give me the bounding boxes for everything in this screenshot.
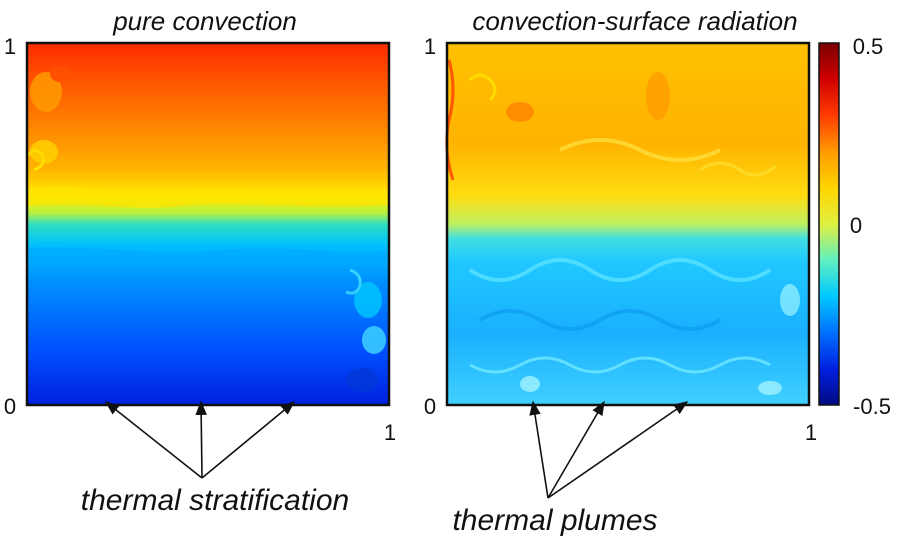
colorbar-max-label: 0.5 [853,34,884,59]
plot-frame [445,41,811,407]
panel-title: pure convection [112,6,297,36]
y-axis-min-label: 0 [4,394,16,419]
hot-wall-vortices [26,66,70,172]
temperature-field [447,43,809,405]
y-axis-max-label: 1 [424,34,436,59]
y-axis-max-label: 1 [4,34,16,59]
annotation-thermal-plumes: thermal plumes [452,504,657,537]
annotation-thermal-stratification: thermal stratification [81,484,349,517]
y-axis-min-label: 0 [424,394,436,419]
colorbar-min-label: -0.5 [853,394,891,419]
warm-plume-structures [468,72,777,177]
colorbar: 0.5 0 -0.5 [818,34,891,419]
stratification-layer [27,186,389,208]
arrow [547,401,689,499]
panel-title: convection-surface radiation [472,6,797,36]
colorbar-mid-label: 0 [850,213,862,238]
temperature-field [27,43,389,405]
cold-plume-structures [468,258,800,395]
arrow [195,400,207,479]
x-axis-max-label: 1 [384,420,396,445]
arrow [547,400,605,499]
arrow [201,401,296,479]
plot-frame [25,41,391,407]
arrow [104,401,203,479]
stratification-layer [27,247,389,264]
panel-convection-surface-radiation: convection-surface radiation 1 0 1 [424,6,817,445]
panel-pure-convection: pure convection 1 0 1 [4,6,396,445]
cold-wall-vortices [345,268,386,392]
arrow [529,400,549,499]
plume-arrows [529,400,689,499]
colorbar-scale [818,42,840,406]
hot-wall-boundary-layer [445,59,455,181]
x-axis-max-label: 1 [805,420,817,445]
stratification-arrows [104,400,296,479]
